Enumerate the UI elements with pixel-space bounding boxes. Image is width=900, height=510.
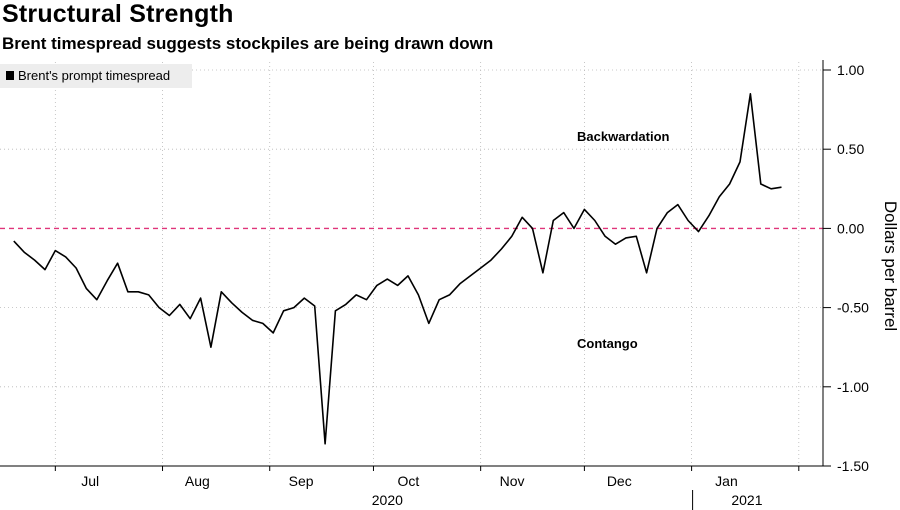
x-tick-label: Jan	[715, 473, 738, 489]
y-tick-label: 0.50	[837, 141, 864, 157]
y-tick-label: -1.00	[837, 379, 869, 395]
legend-swatch	[6, 71, 14, 80]
x-axis: Jul Aug Sep Oct Nov Dec Jan 2020 2021	[0, 465, 823, 510]
y-axis-label: Dollars per barrel	[881, 201, 900, 331]
grid-lines	[0, 62, 823, 467]
annotation-contango: Contango	[577, 336, 638, 351]
legend-label: Brent's prompt timespread	[18, 68, 170, 83]
x-tick-label: Dec	[607, 473, 632, 489]
legend: Brent's prompt timespread	[0, 64, 192, 88]
year-label-2021: 2021	[731, 492, 762, 508]
y-tick-label: -1.50	[837, 458, 869, 474]
year-label-2020: 2020	[372, 492, 403, 508]
chart-title: Structural Strength	[2, 0, 234, 28]
annotation-backwardation: Backwardation	[577, 129, 670, 144]
x-tick-label: Nov	[500, 473, 525, 489]
y-tick-label: -0.50	[837, 300, 869, 316]
x-tick-label: Oct	[397, 473, 419, 489]
x-tick-label: Aug	[185, 473, 210, 489]
chart-subtitle: Brent timespread suggests stockpiles are…	[2, 34, 494, 53]
x-tick-label: Jul	[81, 473, 99, 489]
x-tick-label: Sep	[289, 473, 314, 489]
y-axis: 1.00 0.50 0.00 -0.50 -1.00 -1.50	[822, 60, 869, 474]
y-tick-label: 0.00	[837, 220, 864, 236]
y-tick-label: 1.00	[837, 62, 864, 78]
series-line-brent-timespread	[13, 93, 782, 445]
